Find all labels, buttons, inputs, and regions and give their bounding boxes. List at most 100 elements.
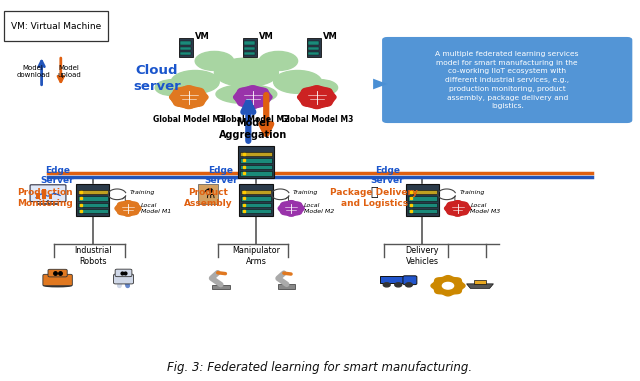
Circle shape [395, 283, 402, 287]
Text: Model
download: Model download [17, 65, 50, 78]
FancyBboxPatch shape [179, 38, 193, 57]
Circle shape [278, 206, 286, 211]
Text: Local
Model M1: Local Model M1 [141, 203, 171, 214]
Circle shape [171, 86, 207, 108]
Circle shape [294, 202, 301, 207]
Circle shape [196, 94, 208, 101]
Circle shape [124, 211, 132, 216]
Ellipse shape [302, 80, 338, 96]
FancyBboxPatch shape [113, 274, 134, 284]
Text: Training: Training [293, 190, 319, 195]
Circle shape [115, 206, 123, 211]
Text: Edge
Server: Edge Server [41, 166, 74, 185]
Circle shape [311, 86, 323, 93]
FancyBboxPatch shape [78, 190, 108, 194]
Text: Edge
Server: Edge Server [371, 166, 404, 185]
Circle shape [383, 283, 390, 287]
Circle shape [287, 211, 295, 216]
Polygon shape [467, 284, 493, 288]
FancyBboxPatch shape [403, 276, 417, 285]
FancyBboxPatch shape [308, 42, 319, 45]
Circle shape [257, 99, 268, 106]
Text: Edge
Server: Edge Server [204, 166, 237, 185]
Circle shape [281, 202, 289, 207]
FancyBboxPatch shape [241, 158, 272, 163]
Circle shape [234, 94, 245, 101]
Text: Industrial
Robots: Industrial Robots [74, 246, 111, 266]
Text: A multiple federated learning services
model for smart manufacturing in the
co-w: A multiple federated learning services m… [435, 51, 579, 109]
Polygon shape [431, 275, 465, 296]
Text: Global Model M2: Global Model M2 [216, 115, 289, 125]
FancyBboxPatch shape [4, 11, 108, 41]
FancyBboxPatch shape [241, 196, 271, 201]
Circle shape [235, 86, 271, 108]
FancyBboxPatch shape [241, 203, 271, 207]
FancyBboxPatch shape [241, 152, 272, 156]
Circle shape [124, 201, 132, 205]
FancyBboxPatch shape [243, 38, 257, 57]
Text: 👤: 👤 [371, 186, 378, 199]
Text: Global Model M3: Global Model M3 [280, 115, 353, 125]
Ellipse shape [44, 284, 72, 287]
FancyBboxPatch shape [474, 280, 486, 284]
Text: Local
Model M2: Local Model M2 [304, 203, 334, 214]
Circle shape [296, 206, 304, 211]
Bar [49, 194, 52, 199]
Ellipse shape [216, 85, 277, 104]
Ellipse shape [195, 51, 234, 70]
Ellipse shape [172, 70, 219, 93]
Text: Training: Training [130, 190, 156, 195]
FancyBboxPatch shape [241, 171, 272, 176]
Circle shape [299, 86, 335, 108]
Text: Model
upload: Model upload [57, 65, 81, 78]
Circle shape [454, 201, 461, 205]
Circle shape [118, 210, 125, 215]
FancyBboxPatch shape [76, 184, 109, 216]
FancyBboxPatch shape [241, 190, 271, 194]
Text: VM: Virtual Machine: VM: Virtual Machine [11, 22, 102, 31]
Text: Local
Model M3: Local Model M3 [470, 203, 500, 214]
Circle shape [447, 202, 455, 207]
Circle shape [324, 94, 336, 101]
FancyBboxPatch shape [78, 209, 108, 213]
Bar [42, 189, 46, 199]
FancyBboxPatch shape [380, 276, 406, 283]
Circle shape [460, 210, 468, 215]
FancyBboxPatch shape [278, 284, 296, 289]
Ellipse shape [274, 70, 322, 93]
Text: Delivery
Vehicles: Delivery Vehicles [406, 246, 439, 266]
Text: Product
Assembly: Product Assembly [184, 189, 232, 208]
FancyBboxPatch shape [382, 37, 632, 123]
Circle shape [454, 211, 461, 216]
Circle shape [237, 88, 249, 95]
Text: Package Delivery
and Logistics: Package Delivery and Logistics [330, 189, 419, 208]
FancyBboxPatch shape [212, 285, 230, 289]
Circle shape [237, 99, 249, 106]
FancyBboxPatch shape [408, 209, 437, 213]
Circle shape [294, 210, 301, 215]
Circle shape [298, 94, 309, 101]
FancyBboxPatch shape [244, 42, 255, 45]
Circle shape [131, 210, 138, 215]
Circle shape [173, 99, 185, 106]
Circle shape [183, 86, 195, 93]
Circle shape [463, 206, 470, 211]
Circle shape [173, 88, 185, 95]
FancyBboxPatch shape [115, 269, 132, 277]
Circle shape [279, 201, 303, 216]
FancyBboxPatch shape [48, 269, 67, 277]
Text: VM: VM [259, 32, 273, 42]
Circle shape [301, 99, 313, 106]
FancyBboxPatch shape [244, 52, 255, 55]
Circle shape [445, 201, 470, 216]
Ellipse shape [156, 80, 191, 96]
FancyBboxPatch shape [244, 46, 255, 50]
Circle shape [193, 99, 204, 106]
Circle shape [170, 94, 181, 101]
FancyBboxPatch shape [241, 165, 272, 169]
Circle shape [116, 201, 140, 216]
FancyBboxPatch shape [30, 185, 66, 202]
Text: VM: VM [195, 32, 209, 42]
FancyBboxPatch shape [308, 52, 319, 55]
Ellipse shape [259, 51, 298, 70]
